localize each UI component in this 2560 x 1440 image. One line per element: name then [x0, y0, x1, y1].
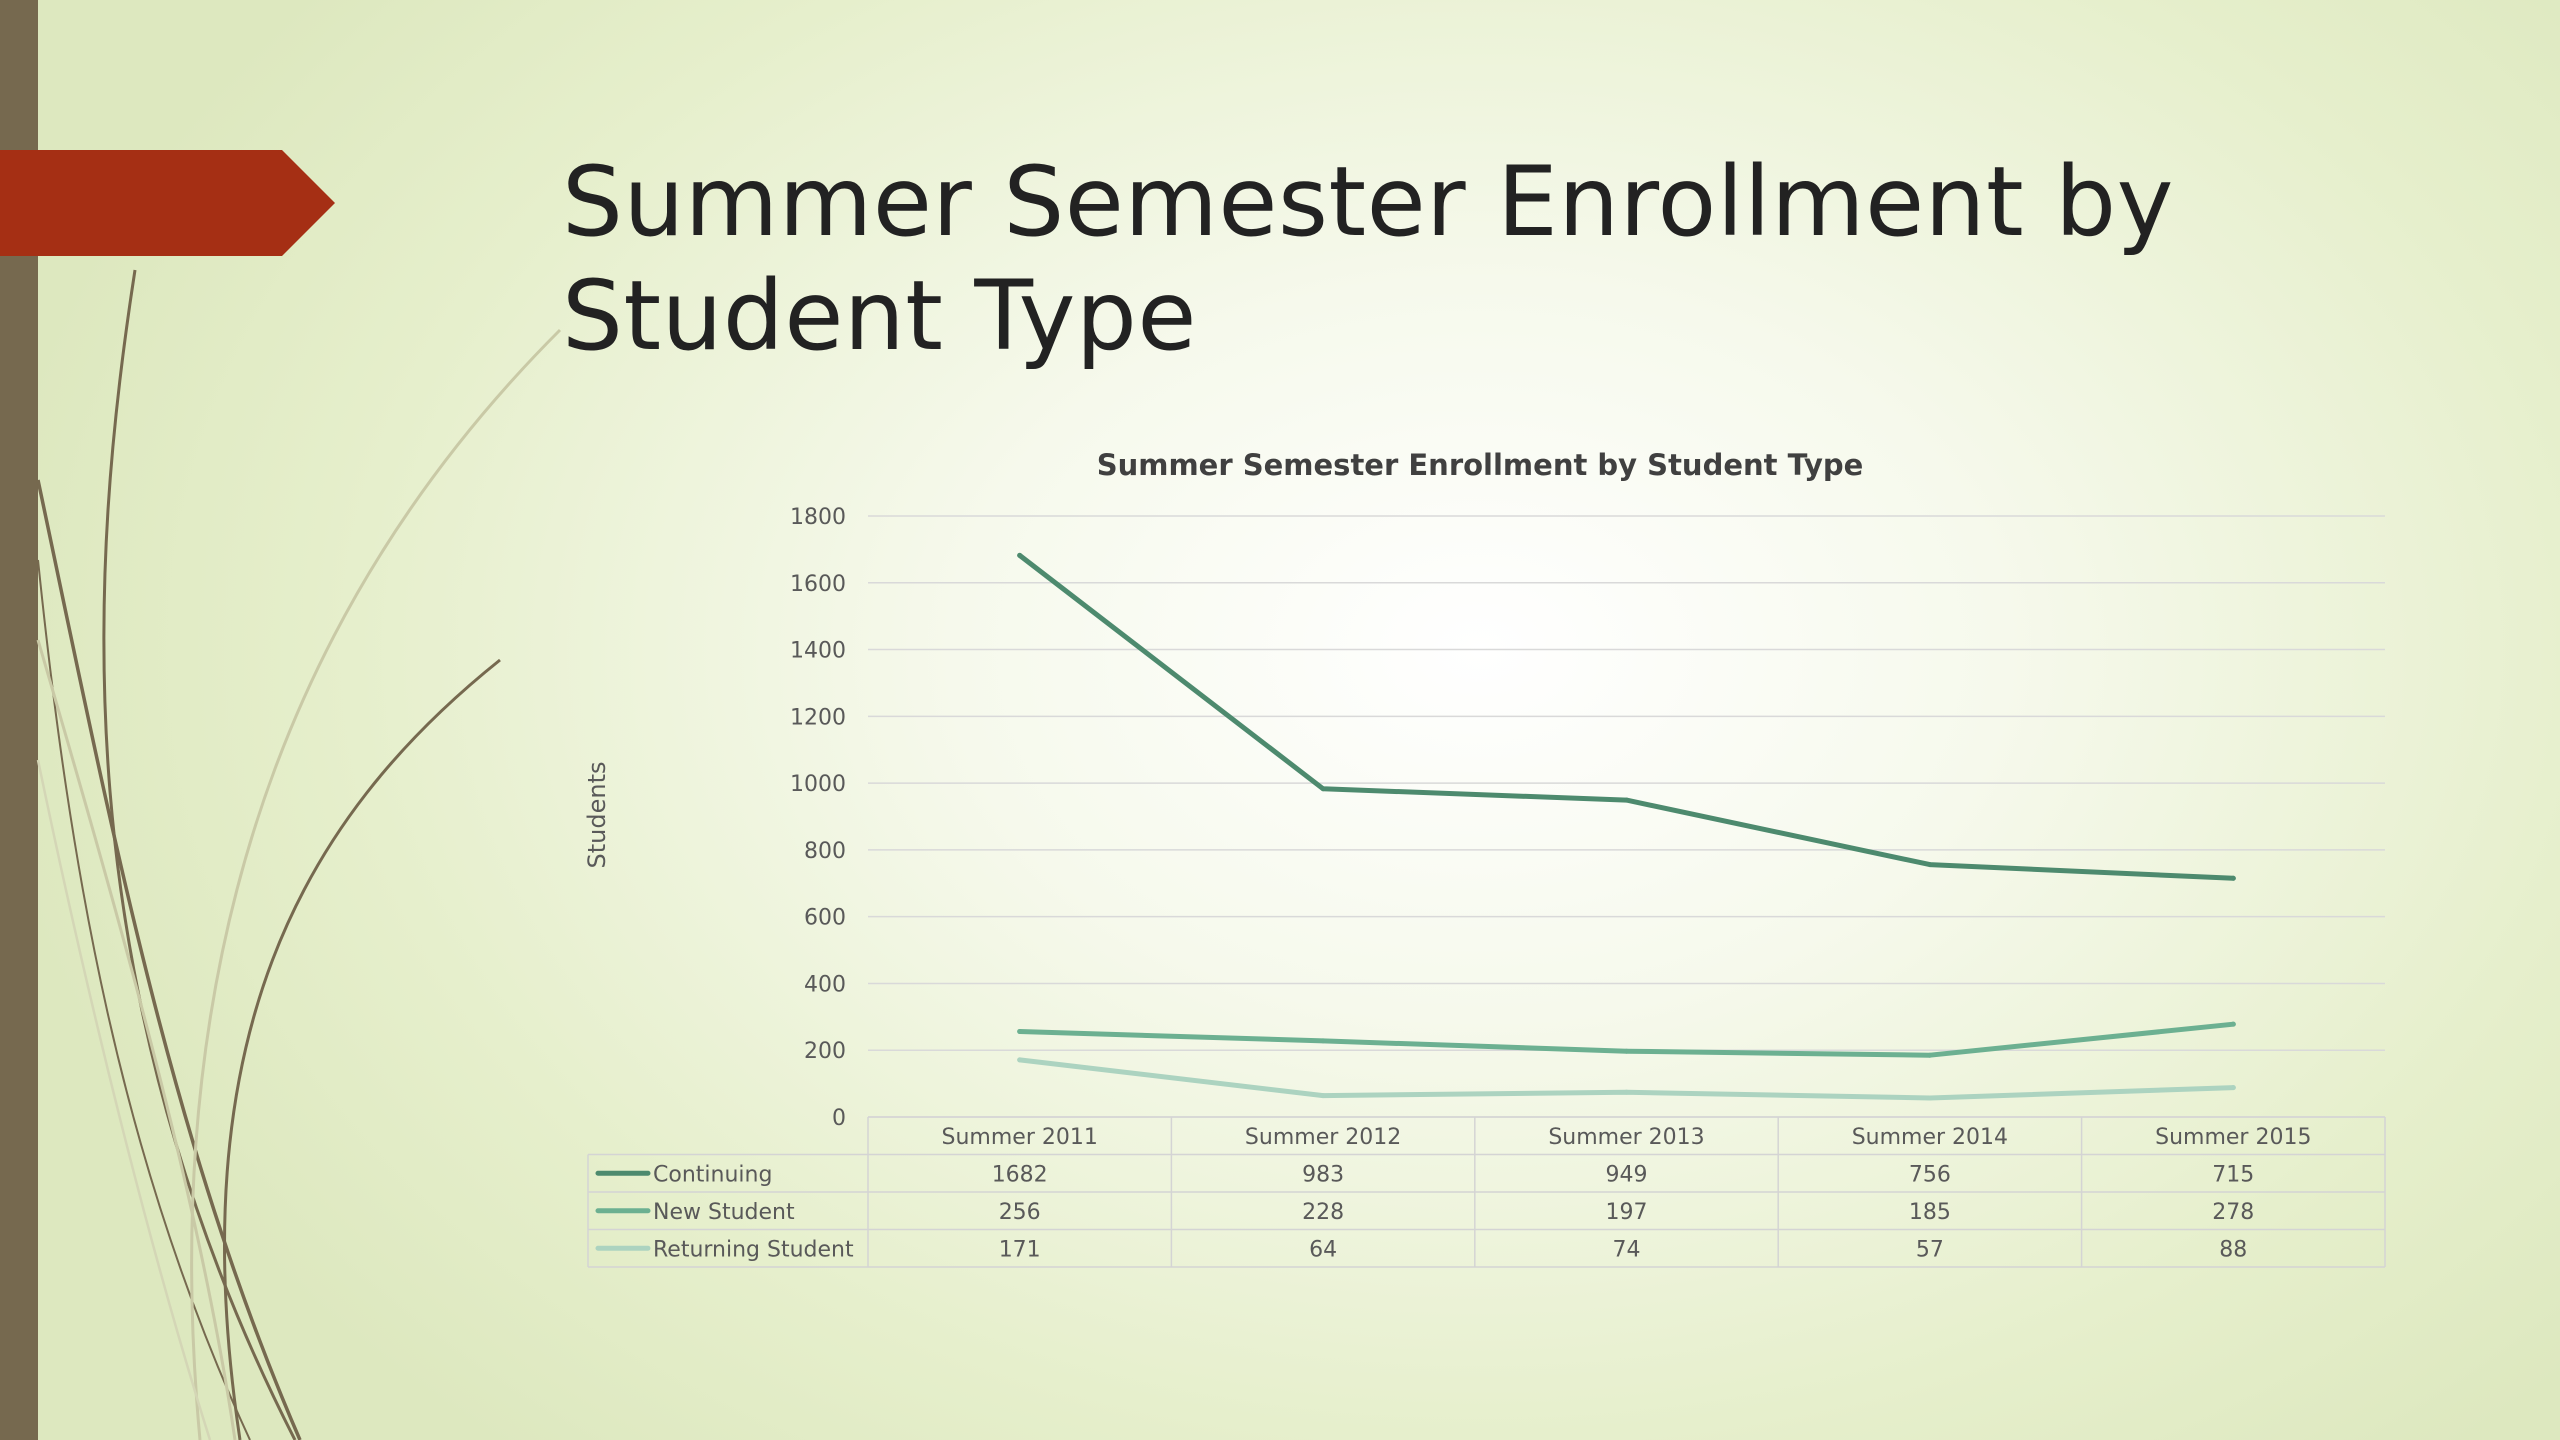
- y-axis-label: Students: [583, 762, 611, 869]
- data-point: [1624, 1048, 1629, 1054]
- data-table-cell: 228: [1302, 1200, 1344, 1225]
- data-table-cell: 88: [2219, 1237, 2247, 1262]
- data-point: [1624, 1089, 1629, 1095]
- y-tick-label: 1400: [790, 639, 846, 664]
- y-tick-labels: 0 200 400 600 800 1000 1200 1400 1600 1800: [790, 505, 846, 1131]
- data-point: [1320, 1093, 1326, 1099]
- y-tick-label: 1200: [790, 705, 846, 730]
- y-tick-label: 200: [804, 1039, 846, 1064]
- data-table-cell: 64: [1309, 1237, 1337, 1262]
- y-tick-label: 1000: [790, 772, 846, 797]
- slide-title: Summer Semester Enrollment by Student Ty…: [562, 146, 2174, 372]
- data-point: [1017, 1029, 1023, 1035]
- data-table-cell: 278: [2212, 1200, 2254, 1225]
- data-table-cell: 756: [1909, 1162, 1951, 1187]
- data-point: [1624, 797, 1629, 803]
- chart-title: Summer Semester Enrollment by Student Ty…: [1097, 448, 1864, 482]
- data-table-cell: 57: [1916, 1237, 1944, 1262]
- data-point: [2230, 875, 2236, 881]
- x-tick-label: Summer 2011: [942, 1125, 1098, 1150]
- data-table: Summer 2011 Summer 2012 Summer 2013 Summer …: [587, 1116, 2386, 1268]
- gridlines: [868, 515, 2385, 1118]
- data-point: [1017, 552, 1023, 558]
- data-point: [1017, 1057, 1023, 1063]
- y-tick-label: 0: [832, 1106, 846, 1131]
- legend-label: Returning Student: [653, 1237, 854, 1262]
- y-tick-label: 600: [804, 906, 846, 931]
- data-point: [2230, 1085, 2236, 1091]
- y-tick-label: 400: [804, 972, 846, 997]
- data-point: [1927, 1095, 1933, 1101]
- x-tick-label: Summer 2014: [1852, 1125, 2008, 1150]
- data-table-cell: 74: [1613, 1237, 1641, 1262]
- series-lines: [1017, 552, 2236, 1101]
- x-tick-label: Summer 2012: [1245, 1125, 1401, 1150]
- data-point: [1927, 862, 1933, 868]
- x-tick-label: Summer 2013: [1548, 1125, 1704, 1150]
- data-point: [2230, 1021, 2236, 1027]
- x-tick-label: Summer 2015: [2155, 1125, 2311, 1150]
- decorative-curves: [36, 269, 562, 1440]
- data-table-cell: 197: [1606, 1200, 1648, 1225]
- data-table-cell: 171: [999, 1237, 1041, 1262]
- arrow-tag-shape: [0, 150, 335, 256]
- data-point: [1320, 1038, 1326, 1044]
- data-table-cell: 983: [1302, 1162, 1344, 1187]
- data-table-cell: 1682: [992, 1162, 1048, 1187]
- y-tick-label: 1800: [790, 505, 846, 530]
- legend-label: Continuing: [653, 1162, 772, 1187]
- data-point: [1320, 786, 1326, 792]
- y-tick-label: 800: [804, 839, 846, 864]
- y-tick-label: 1600: [790, 572, 846, 597]
- data-table-cell: 949: [1606, 1162, 1648, 1187]
- data-table-cell: 185: [1909, 1200, 1951, 1225]
- legend-label: New Student: [653, 1200, 795, 1225]
- data-table-cell: 715: [2212, 1162, 2254, 1187]
- data-table-cell: 256: [999, 1200, 1041, 1225]
- data-point: [1927, 1052, 1933, 1058]
